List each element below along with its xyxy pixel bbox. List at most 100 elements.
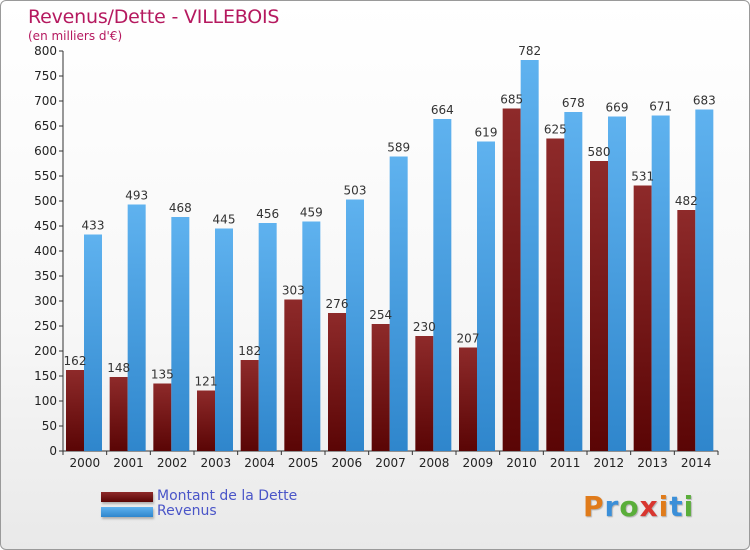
y-tick-label: 500 xyxy=(34,194,57,208)
bar-revenus xyxy=(302,221,321,451)
bar-revenus xyxy=(695,109,714,451)
logo-letter: P xyxy=(583,490,605,523)
x-tick-label: 2008 xyxy=(419,456,450,470)
y-tick-label: 100 xyxy=(34,394,57,408)
bar-dette xyxy=(66,370,84,451)
x-tick-label: 2014 xyxy=(681,456,712,470)
legend-swatch-revenus xyxy=(101,507,153,517)
y-tick-label: 200 xyxy=(34,344,57,358)
bar-dette xyxy=(677,210,696,451)
x-tick-label: 2002 xyxy=(157,456,188,470)
y-tick-label: 300 xyxy=(34,294,57,308)
x-tick-label: 2011 xyxy=(550,456,581,470)
bar-dette xyxy=(371,324,390,451)
data-label-dette: 531 xyxy=(631,170,654,184)
y-tick-label: 50 xyxy=(42,419,57,433)
bar-dette xyxy=(197,390,215,451)
y-tick-label: 700 xyxy=(34,94,57,108)
data-label-dette: 254 xyxy=(369,308,392,322)
logo-letter: i xyxy=(683,490,695,523)
data-label-revenus: 782 xyxy=(518,44,541,58)
bar-revenus xyxy=(608,116,626,451)
data-label-dette: 148 xyxy=(107,361,130,375)
x-tick-label: 2005 xyxy=(288,456,319,470)
logo-letter: x xyxy=(639,490,659,523)
x-tick-label: 2000 xyxy=(70,456,101,470)
data-label-dette: 580 xyxy=(588,145,611,159)
bar-revenus xyxy=(433,119,452,451)
chart-subtitle: (en milliers d'€) xyxy=(28,29,123,43)
x-tick-label: 2004 xyxy=(244,456,275,470)
data-label-dette: 207 xyxy=(457,332,480,346)
data-label-revenus: 669 xyxy=(606,101,629,115)
data-label-revenus: 589 xyxy=(387,141,410,155)
x-tick-label: 2010 xyxy=(506,456,537,470)
bar-revenus xyxy=(258,223,277,451)
logo-letter: r xyxy=(604,490,620,523)
data-label-dette: 121 xyxy=(195,375,218,389)
x-tick-label: 2003 xyxy=(201,456,232,470)
data-label-revenus: 678 xyxy=(562,96,585,110)
bar-revenus xyxy=(215,228,233,451)
x-tick-label: 2013 xyxy=(637,456,668,470)
data-label-revenus: 433 xyxy=(82,219,105,233)
data-label-revenus: 493 xyxy=(125,189,148,203)
x-tick-label: 2007 xyxy=(375,456,406,470)
bar-revenus xyxy=(477,141,495,451)
data-label-revenus: 619 xyxy=(475,126,498,140)
data-label-dette: 162 xyxy=(64,354,87,368)
data-label-dette: 135 xyxy=(151,368,174,382)
data-label-dette: 182 xyxy=(238,344,261,358)
bar-revenus xyxy=(171,217,190,451)
logo-letter: t xyxy=(669,490,684,523)
bar-dette xyxy=(284,299,303,451)
y-tick-label: 150 xyxy=(34,369,57,383)
data-label-dette: 303 xyxy=(282,284,305,298)
y-tick-label: 350 xyxy=(34,269,57,283)
bar-dette xyxy=(109,377,128,451)
data-label-revenus: 671 xyxy=(649,100,672,114)
legend-swatch-dette xyxy=(101,492,153,502)
bar-dette xyxy=(459,347,477,451)
y-tick-label: 0 xyxy=(49,444,57,458)
y-tick-label: 400 xyxy=(34,244,57,258)
bar-revenus xyxy=(84,234,102,451)
bar-revenus xyxy=(564,112,583,451)
data-label-revenus: 683 xyxy=(693,94,716,108)
x-tick-label: 2001 xyxy=(113,456,144,470)
data-label-dette: 685 xyxy=(500,93,523,107)
data-label-dette: 230 xyxy=(413,320,436,334)
y-tick-label: 650 xyxy=(34,119,57,133)
bar-dette xyxy=(633,185,652,451)
data-label-dette: 276 xyxy=(326,297,349,311)
data-label-revenus: 445 xyxy=(213,213,236,227)
x-tick-label: 2006 xyxy=(332,456,363,470)
data-label-dette: 482 xyxy=(675,194,698,208)
bar-dette xyxy=(590,161,608,451)
bar-revenus xyxy=(127,204,146,451)
bar-dette xyxy=(153,383,172,451)
data-label-dette: 625 xyxy=(544,123,567,137)
logo-letter: i xyxy=(658,490,670,523)
y-tick-label: 250 xyxy=(34,319,57,333)
x-tick-label: 2009 xyxy=(463,456,494,470)
data-label-revenus: 664 xyxy=(431,103,454,117)
bar-dette xyxy=(546,138,565,451)
bar-dette xyxy=(415,336,434,451)
legend-label-revenus: Revenus xyxy=(157,503,217,519)
y-tick-label: 450 xyxy=(34,219,57,233)
data-label-revenus: 468 xyxy=(169,201,192,215)
data-label-revenus: 459 xyxy=(300,206,323,220)
x-tick-label: 2012 xyxy=(594,456,625,470)
y-tick-label: 750 xyxy=(34,69,57,83)
legend-label-dette: Montant de la Dette xyxy=(157,488,298,504)
bar-revenus xyxy=(520,60,539,451)
proxiti-logo: Proxiti xyxy=(583,490,694,523)
bar-revenus xyxy=(651,115,670,451)
data-label-revenus: 503 xyxy=(344,184,367,198)
y-tick-label: 800 xyxy=(34,44,57,58)
bar-dette xyxy=(502,108,521,451)
bar-dette xyxy=(328,313,346,451)
bar-dette xyxy=(240,360,259,451)
